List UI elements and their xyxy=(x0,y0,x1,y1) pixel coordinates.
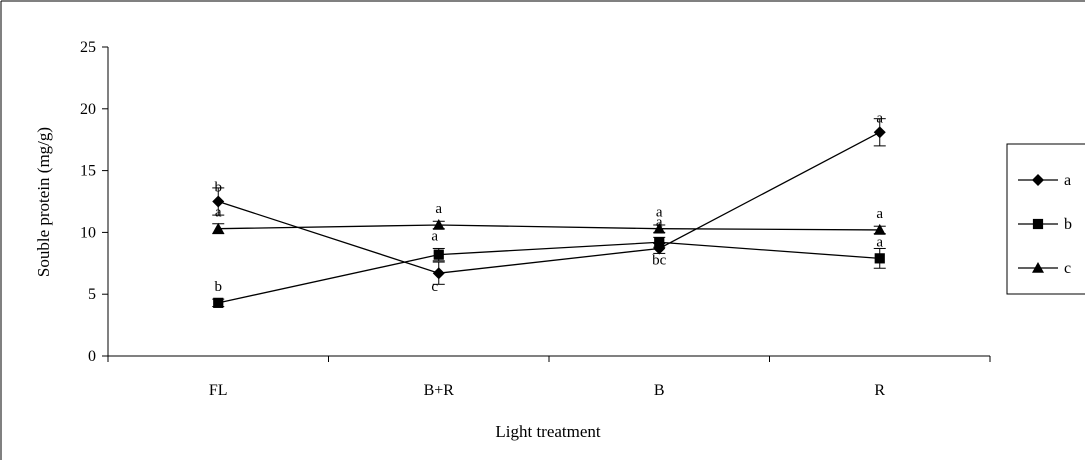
legend-marker xyxy=(1032,174,1044,186)
data-point xyxy=(654,237,665,248)
series-line-c xyxy=(218,224,880,231)
x-tick-label: FL xyxy=(209,382,228,399)
significance-letter: a xyxy=(656,214,663,230)
x-axis-ticks: FL B+R B R xyxy=(107,356,991,399)
data-point xyxy=(212,222,225,234)
significance-letter: a xyxy=(656,205,663,221)
legend-label: a xyxy=(1064,172,1071,189)
x-tick-label: B+R xyxy=(424,382,455,399)
legend-item-b: b xyxy=(1018,216,1072,233)
series-line-a xyxy=(218,131,881,274)
data-point xyxy=(874,253,885,264)
y-tick-label: 25 xyxy=(80,39,96,56)
data-point xyxy=(213,297,224,308)
data-point xyxy=(653,222,666,234)
legend-box xyxy=(1006,143,1085,295)
legend-marker xyxy=(1032,218,1044,230)
significance-letter: bc xyxy=(652,252,667,268)
legend: a b c xyxy=(1018,172,1072,277)
data-point xyxy=(433,249,444,260)
y-axis-title: Souble protein (mg/g) xyxy=(34,127,53,277)
y-tick-label: 5 xyxy=(88,286,96,303)
legend-item-a: a xyxy=(1018,172,1071,189)
significance-letter: a xyxy=(431,229,438,245)
y-tick-label: 20 xyxy=(80,101,96,118)
data-point xyxy=(212,195,225,208)
legend-marker xyxy=(1032,262,1044,273)
significance-letter: b xyxy=(215,180,223,196)
legend-label: c xyxy=(1064,260,1071,277)
y-axis-ticks: 0 5 10 15 20 25 xyxy=(80,39,108,365)
significance-letter: b xyxy=(215,279,223,295)
data-point xyxy=(432,218,445,230)
significance-letter: a xyxy=(876,110,883,126)
significance-letter: a xyxy=(876,206,883,222)
significance-letter: c xyxy=(431,279,438,295)
x-tick-label: R xyxy=(874,382,885,399)
significance-letter: a xyxy=(435,201,442,217)
legend-label: b xyxy=(1064,216,1072,233)
series-b: b a a a xyxy=(212,214,886,308)
data-point xyxy=(432,267,445,280)
y-tick-label: 0 xyxy=(88,348,96,365)
y-tick-label: 10 xyxy=(80,224,96,241)
data-point xyxy=(873,126,886,139)
x-tick-label: B xyxy=(654,382,665,399)
y-tick-label: 15 xyxy=(80,163,96,180)
significance-letter: a xyxy=(876,234,883,250)
x-axis-title: Light treatment xyxy=(495,422,601,441)
data-point xyxy=(873,223,886,235)
significance-letter: a xyxy=(215,205,222,221)
series-line-b xyxy=(218,241,880,304)
legend-item-c: c xyxy=(1018,260,1071,277)
